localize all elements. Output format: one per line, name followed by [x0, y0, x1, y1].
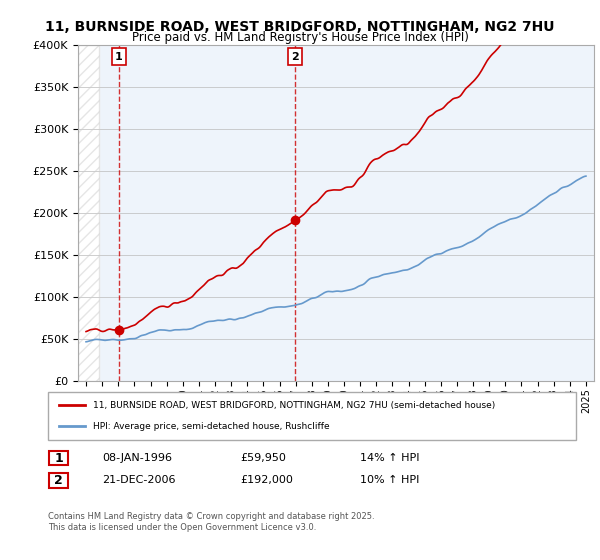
Text: £59,950: £59,950 [240, 453, 286, 463]
Text: HPI: Average price, semi-detached house, Rushcliffe: HPI: Average price, semi-detached house,… [93, 422, 329, 431]
Bar [78, 45, 99, 381]
FancyBboxPatch shape [49, 451, 68, 465]
Text: £192,000: £192,000 [240, 475, 293, 486]
Text: Contains HM Land Registry data © Crown copyright and database right 2025.
This d: Contains HM Land Registry data © Crown c… [48, 512, 374, 532]
Text: Price paid vs. HM Land Registry's House Price Index (HPI): Price paid vs. HM Land Registry's House … [131, 31, 469, 44]
Text: 11, BURNSIDE ROAD, WEST BRIDGFORD, NOTTINGHAM, NG2 7HU (semi-detached house): 11, BURNSIDE ROAD, WEST BRIDGFORD, NOTTI… [93, 401, 495, 410]
Bar [78, 45, 99, 381]
Text: 10% ↑ HPI: 10% ↑ HPI [360, 475, 419, 486]
Text: 21-DEC-2006: 21-DEC-2006 [102, 475, 176, 486]
Text: 1: 1 [115, 52, 122, 62]
FancyBboxPatch shape [49, 473, 68, 488]
Text: 2: 2 [54, 474, 63, 487]
Text: 2: 2 [292, 52, 299, 62]
Text: 14% ↑ HPI: 14% ↑ HPI [360, 453, 419, 463]
Text: 08-JAN-1996: 08-JAN-1996 [102, 453, 172, 463]
Text: 1: 1 [54, 451, 63, 465]
Text: 11, BURNSIDE ROAD, WEST BRIDGFORD, NOTTINGHAM, NG2 7HU: 11, BURNSIDE ROAD, WEST BRIDGFORD, NOTTI… [45, 20, 555, 34]
FancyBboxPatch shape [48, 392, 576, 440]
